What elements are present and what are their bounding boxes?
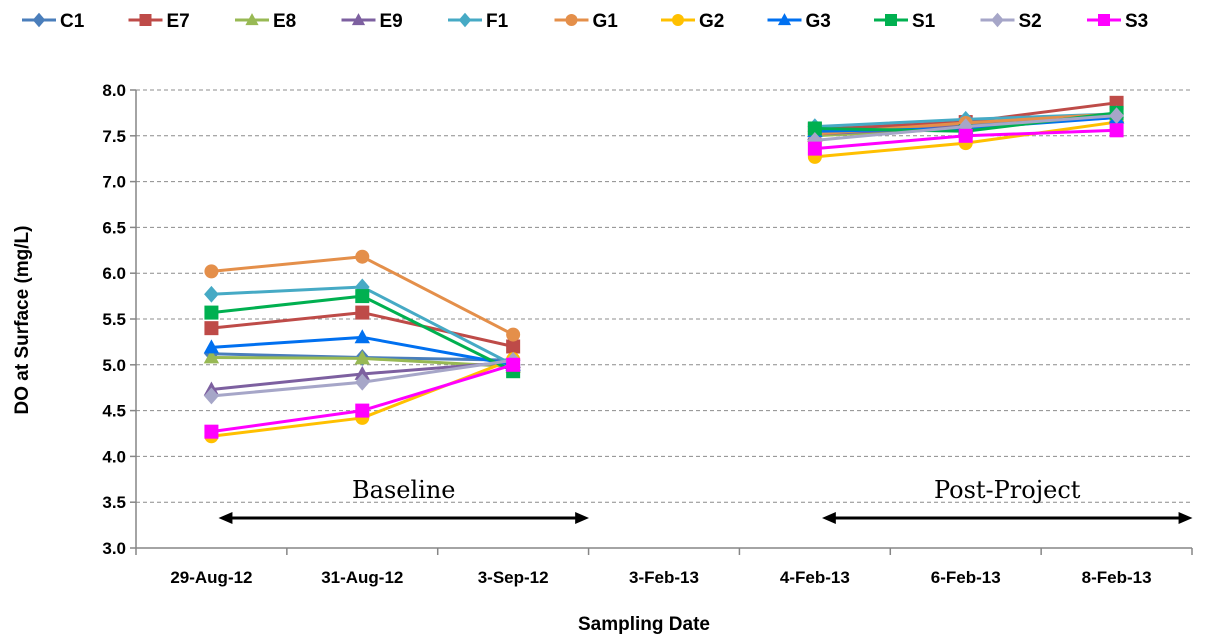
legend-item-s1: S1: [874, 11, 936, 32]
data-point: [807, 141, 822, 156]
legend-item-e7: E7: [128, 11, 190, 32]
legend-marker: [458, 12, 472, 28]
gridlines: [136, 89, 1192, 503]
y-tick-label: 8.0: [102, 81, 126, 100]
series-group: [203, 95, 1125, 444]
legend-marker: [991, 12, 1004, 28]
data-point: [354, 329, 370, 344]
legend-marker: [777, 13, 792, 26]
data-point: [958, 128, 973, 143]
legend-marker: [672, 14, 684, 26]
legend-label: C1: [60, 11, 85, 32]
x-tick-label: 3-Feb-13: [629, 568, 699, 587]
legend-item-f1: F1: [448, 11, 509, 32]
legend-label: E7: [167, 11, 190, 32]
data-point: [355, 403, 370, 418]
legend-label: S1: [912, 11, 936, 32]
data-point: [807, 121, 822, 136]
legend-item-g1: G1: [554, 11, 619, 32]
y-tick-label: 7.0: [102, 173, 126, 192]
axes: [130, 89, 1193, 555]
data-point: [204, 321, 219, 336]
y-tick-label: 6.5: [102, 218, 126, 237]
data-point: [203, 339, 220, 354]
series-g3: [203, 109, 1125, 371]
legend-marker: [139, 14, 152, 26]
legend-item-s3: S3: [1087, 11, 1148, 32]
y-tick-label: 4.5: [102, 402, 126, 421]
y-tick-label: 3.5: [102, 493, 126, 512]
y-tick-label: 5.5: [102, 310, 126, 329]
data-point: [354, 373, 370, 391]
data-point: [204, 424, 219, 439]
legend-marker: [565, 14, 578, 26]
series-c1: [204, 109, 1124, 369]
series-g2: [204, 115, 1124, 444]
annotations: Baseline Post-Project: [218, 476, 1193, 524]
data-point: [1109, 107, 1124, 125]
legend-marker: [351, 13, 366, 26]
y-tick-label: 6.0: [102, 264, 126, 283]
annotation-label: Post-Project: [934, 476, 1081, 504]
legend: C1 E7 E8 E9 F1 G1 G2 G3 S1 S2 S3: [22, 11, 1148, 32]
data-point: [204, 285, 219, 303]
data-point: [1109, 123, 1124, 138]
series-g1: [204, 106, 1124, 342]
legend-item-e8: E8: [235, 11, 296, 32]
legend-label: S3: [1125, 11, 1148, 32]
legend-item-c1: C1: [22, 11, 85, 32]
data-point: [204, 387, 219, 405]
series-e8: [203, 107, 1125, 373]
legend-label: G3: [806, 11, 831, 32]
x-tick-label: 3-Sep-12: [478, 568, 549, 587]
data-point: [204, 305, 219, 320]
series-f1: [204, 105, 1124, 374]
y-tick-label: 4.0: [102, 447, 126, 466]
series-s3: [204, 123, 1124, 439]
y-axis-title: DO at Surface (mg/L): [12, 226, 33, 415]
legend-item-e9: E9: [341, 11, 403, 32]
legend-label: F1: [486, 11, 509, 32]
x-tick-label: 29-Aug-12: [170, 568, 252, 587]
annotation-baseline: Baseline: [218, 476, 590, 524]
legend-item-s2: S2: [980, 11, 1042, 32]
legend-item-g2: G2: [661, 11, 724, 32]
legend-label: G2: [699, 11, 724, 32]
y-tick-labels: 3.0 3.5 4.0 4.5 5.0 5.5 6.0 6.5 7.0 7.5 8.0: [102, 81, 126, 558]
y-tick-label: 3.0: [102, 539, 126, 558]
x-tick-label: 31-Aug-12: [321, 568, 403, 587]
x-axis-title: Sampling Date: [578, 614, 710, 635]
data-point: [506, 357, 521, 372]
legend-marker: [885, 14, 897, 26]
annotation-label: Baseline: [352, 476, 455, 504]
legend-marker: [1098, 14, 1110, 26]
data-point: [355, 249, 370, 264]
legend-marker: [32, 12, 46, 28]
y-tick-label: 5.0: [102, 356, 126, 375]
legend-label: G1: [593, 11, 619, 32]
data-point: [506, 327, 521, 342]
legend-label: E9: [380, 11, 403, 32]
data-point: [354, 350, 370, 365]
y-tick-label: 7.5: [102, 127, 126, 146]
series-e9: [203, 109, 1125, 396]
legend-marker: [245, 13, 259, 26]
data-point: [506, 339, 521, 354]
x-tick-labels: 29-Aug-12 31-Aug-12 3-Sep-12 3-Feb-13 4-Feb-…: [170, 568, 1151, 587]
data-point: [354, 365, 370, 380]
data-point: [355, 305, 370, 320]
series-s2: [204, 107, 1124, 405]
legend-item-g3: G3: [767, 11, 831, 32]
legend-label: S2: [1019, 11, 1042, 32]
x-tick-label: 8-Feb-13: [1082, 568, 1152, 587]
x-tick-label: 4-Feb-13: [780, 568, 850, 587]
legend-label: E8: [273, 11, 296, 32]
data-point: [355, 289, 370, 304]
annotation-post-project: Post-Project: [821, 476, 1193, 524]
data-point: [203, 349, 220, 364]
data-point: [204, 264, 219, 279]
x-tick-label: 6-Feb-13: [931, 568, 1001, 587]
